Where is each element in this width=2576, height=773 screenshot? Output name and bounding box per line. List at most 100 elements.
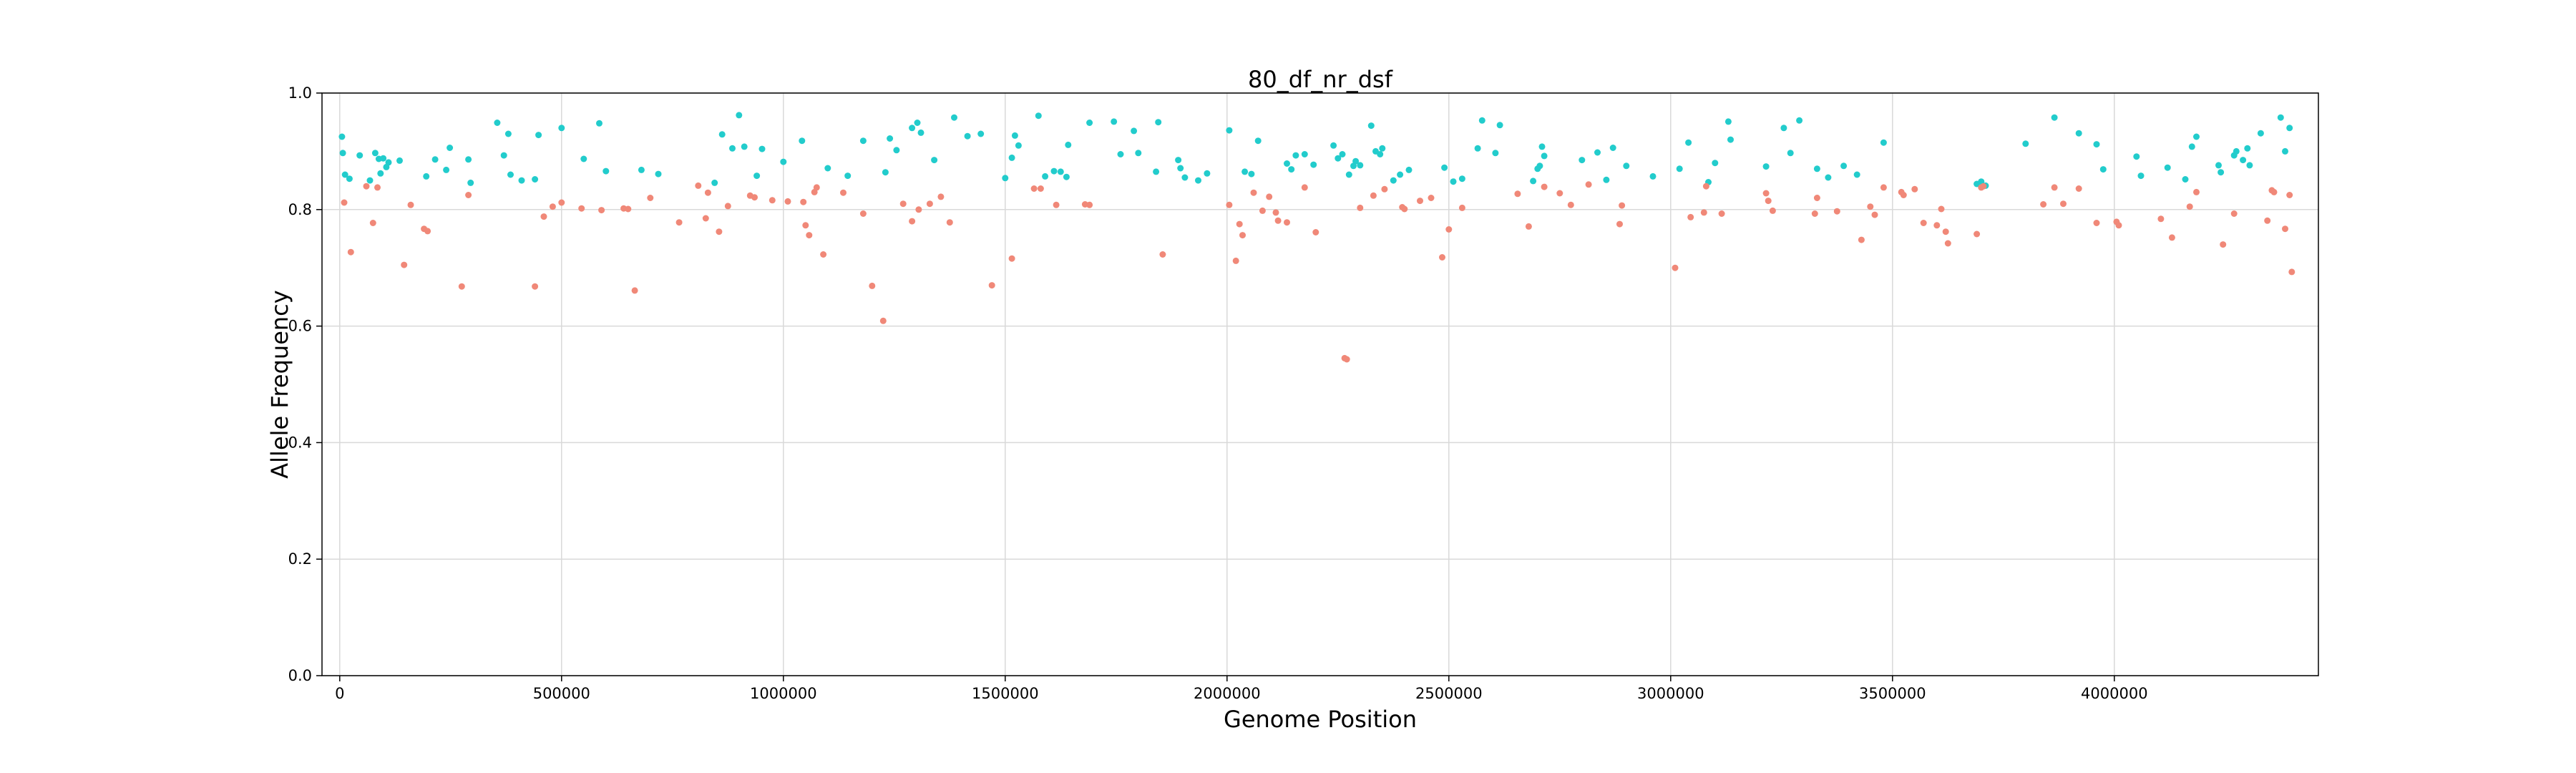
data-point-low bbox=[1858, 236, 1865, 243]
data-point-high bbox=[431, 156, 439, 163]
data-point-low bbox=[1811, 210, 1818, 217]
data-point-high bbox=[1496, 122, 1503, 129]
data-point-low bbox=[578, 205, 585, 212]
data-point-high bbox=[1536, 162, 1543, 170]
data-point-low bbox=[1343, 356, 1350, 363]
data-point-low bbox=[675, 219, 683, 226]
data-point-high bbox=[1357, 162, 1364, 169]
y-tick-label: 1.0 bbox=[288, 84, 312, 102]
x-tick-label: 2000000 bbox=[1194, 685, 1261, 702]
data-point-low bbox=[946, 219, 953, 226]
data-point-low bbox=[1762, 190, 1770, 197]
data-point-low bbox=[1813, 195, 1820, 201]
data-point-low bbox=[465, 192, 472, 198]
data-point-high bbox=[909, 125, 916, 132]
data-point-low bbox=[926, 200, 933, 208]
data-point-high bbox=[1330, 142, 1337, 149]
data-point-low bbox=[1428, 195, 1435, 201]
data-point-low bbox=[2115, 222, 2122, 229]
data-point-low bbox=[1284, 219, 1290, 226]
data-point-high bbox=[1175, 157, 1182, 164]
data-point-high bbox=[346, 175, 353, 183]
data-point-high bbox=[580, 155, 587, 162]
x-tick-label: 1500000 bbox=[972, 685, 1039, 702]
data-point-low bbox=[806, 232, 813, 239]
data-point-high bbox=[2099, 166, 2107, 173]
data-point-high bbox=[1177, 165, 1184, 172]
data-point-high bbox=[2137, 172, 2145, 180]
data-point-high bbox=[1254, 137, 1262, 145]
data-point-low bbox=[1619, 202, 1626, 209]
data-point-low bbox=[401, 261, 408, 268]
data-point-low bbox=[647, 195, 654, 201]
data-point-low bbox=[1226, 201, 1233, 208]
data-point-low bbox=[1030, 185, 1038, 192]
data-point-low bbox=[1616, 220, 1623, 228]
data-point-low bbox=[1312, 229, 1319, 235]
data-point-high bbox=[977, 130, 985, 137]
data-point-high bbox=[964, 132, 971, 140]
data-point-low bbox=[1933, 222, 1941, 229]
data-point-low bbox=[840, 189, 847, 196]
data-point-high bbox=[500, 152, 507, 159]
data-point-low bbox=[869, 282, 876, 289]
data-point-high bbox=[494, 120, 501, 126]
data-point-high bbox=[1008, 154, 1015, 161]
data-point-low bbox=[1765, 198, 1772, 205]
data-point-high bbox=[1474, 145, 1481, 152]
data-point-low bbox=[1938, 205, 1945, 213]
data-point-low bbox=[1672, 264, 1679, 271]
data-point-high bbox=[1541, 152, 1548, 160]
data-point-high bbox=[824, 165, 831, 172]
data-point-high bbox=[518, 177, 525, 184]
data-point-high bbox=[1050, 167, 1058, 175]
data-point-high bbox=[1712, 160, 1719, 167]
data-point-high bbox=[753, 172, 761, 180]
data-point-high bbox=[711, 179, 718, 186]
data-point-high bbox=[1840, 162, 1848, 170]
data-point-high bbox=[1063, 173, 1070, 180]
data-point-high bbox=[1339, 151, 1346, 157]
data-point-low bbox=[695, 182, 702, 189]
data-point-high bbox=[2257, 130, 2264, 137]
data-point-low bbox=[2060, 200, 2067, 208]
data-point-high bbox=[1676, 165, 1683, 172]
data-point-high bbox=[859, 137, 867, 145]
data-point-low bbox=[1687, 213, 1694, 220]
data-point-high bbox=[507, 171, 514, 178]
data-point-high bbox=[2240, 157, 2247, 164]
data-point-high bbox=[655, 170, 662, 178]
data-point-high bbox=[931, 157, 938, 164]
data-point-high bbox=[1397, 171, 1404, 178]
x-tick-label: 4000000 bbox=[2081, 685, 2148, 702]
data-point-low bbox=[1439, 254, 1445, 261]
data-point-high bbox=[558, 125, 565, 132]
data-point-high bbox=[1011, 132, 1018, 139]
y-tick-label: 0.8 bbox=[288, 201, 312, 218]
data-point-high bbox=[596, 120, 602, 127]
data-point-high bbox=[951, 114, 957, 121]
data-point-low bbox=[363, 183, 370, 190]
data-point-low bbox=[1401, 205, 1408, 213]
data-point-high bbox=[2133, 153, 2140, 160]
data-point-high bbox=[1609, 145, 1616, 151]
data-point-high bbox=[2182, 176, 2189, 183]
data-point-low bbox=[2230, 210, 2238, 217]
data-point-low bbox=[2282, 225, 2288, 233]
data-point-low bbox=[813, 184, 820, 191]
data-point-high bbox=[2188, 143, 2195, 150]
data-point-high bbox=[1603, 176, 1610, 183]
data-point-high bbox=[1478, 117, 1485, 124]
data-point-high bbox=[2233, 147, 2240, 155]
data-point-low bbox=[1867, 203, 1874, 210]
data-point-low bbox=[2288, 268, 2296, 276]
data-point-high bbox=[385, 159, 392, 166]
data-point-low bbox=[2286, 192, 2293, 198]
data-point-low bbox=[915, 206, 922, 213]
data-point-high bbox=[1379, 145, 1386, 152]
data-point-high bbox=[758, 145, 766, 152]
data-point-high bbox=[366, 177, 374, 184]
data-point-low bbox=[1920, 220, 1927, 226]
data-point-low bbox=[2193, 188, 2200, 195]
data-point-low bbox=[1718, 210, 1725, 217]
